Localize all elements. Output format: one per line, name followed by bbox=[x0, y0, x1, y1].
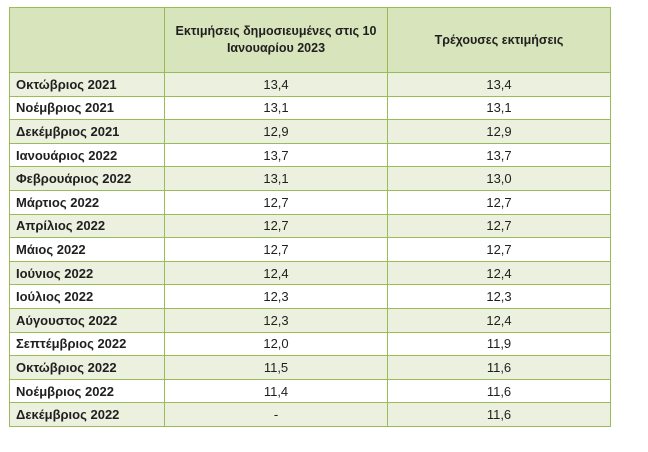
month-cell: Αύγουστος 2022 bbox=[9, 307, 165, 333]
published-estimates-header: Εκτιμήσεις δημοσιευμένες στις 10 Ιανουαρ… bbox=[164, 7, 388, 73]
table-row: Δεκέμβριος 2021 12,9 12,9 bbox=[9, 119, 611, 144]
month-cell: Οκτώβριος 2021 bbox=[9, 72, 165, 97]
current-estimate-cell: 11,6 bbox=[387, 355, 611, 380]
published-estimate-cell: 12,7 bbox=[164, 237, 388, 262]
month-cell: Ιανουάριος 2022 bbox=[9, 142, 165, 168]
month-cell: Απρίλιος 2022 bbox=[9, 213, 165, 239]
published-estimate-cell: - bbox=[164, 402, 388, 427]
published-estimate-cell: 12,4 bbox=[164, 260, 388, 286]
table-row: Οκτώβριος 2022 11,5 11,6 bbox=[9, 355, 611, 380]
published-estimate-cell: 12,7 bbox=[164, 213, 388, 239]
month-cell: Νοέμβριος 2022 bbox=[9, 378, 165, 404]
table-row: Φεβρουάριος 2022 13,1 13,0 bbox=[9, 166, 611, 191]
month-cell: Οκτώβριος 2022 bbox=[9, 355, 165, 380]
current-estimate-cell: 13,7 bbox=[387, 142, 611, 168]
table-row: Ιανουάριος 2022 13,7 13,7 bbox=[9, 142, 611, 168]
published-estimate-cell: 11,5 bbox=[164, 355, 388, 380]
table-row: Απρίλιος 2022 12,7 12,7 bbox=[9, 213, 611, 239]
current-estimate-cell: 13,1 bbox=[387, 95, 611, 121]
published-estimate-cell: 12,3 bbox=[164, 284, 388, 309]
published-estimate-cell: 13,1 bbox=[164, 166, 388, 191]
month-cell: Μάρτιος 2022 bbox=[9, 189, 165, 215]
published-estimate-cell: 12,9 bbox=[164, 119, 388, 144]
current-estimate-cell: 11,6 bbox=[387, 402, 611, 427]
current-estimates-header: Τρέχουσες εκτιμήσεις bbox=[387, 7, 611, 73]
table-body: Οκτώβριος 2021 13,4 13,4 Νοέμβριος 2021 13,1… bbox=[9, 72, 611, 427]
month-cell: Σεπτέμβριος 2022 bbox=[9, 331, 165, 357]
current-estimate-cell: 12,3 bbox=[387, 284, 611, 309]
month-cell: Ιούνιος 2022 bbox=[9, 260, 165, 286]
estimates-table: Εκτιμήσεις δημοσιευμένες στις 10 Ιανουαρ… bbox=[9, 7, 611, 427]
table-row: Αύγουστος 2022 12,3 12,4 bbox=[9, 307, 611, 333]
table-header-row: Εκτιμήσεις δημοσιευμένες στις 10 Ιανουαρ… bbox=[9, 7, 611, 73]
current-estimate-cell: 12,4 bbox=[387, 307, 611, 333]
table-row: Δεκέμβριος 2022-11,6 bbox=[9, 402, 611, 427]
current-estimate-cell: 13,0 bbox=[387, 166, 611, 191]
month-cell: Δεκέμβριος 2021 bbox=[9, 119, 165, 144]
table-row: Νοέμβριος 2021 13,1 13,1 bbox=[9, 95, 611, 121]
current-estimate-cell: 11,6 bbox=[387, 378, 611, 404]
published-estimate-cell: 13,1 bbox=[164, 95, 388, 121]
month-column-header bbox=[9, 7, 165, 73]
table-row: Οκτώβριος 2021 13,4 13,4 bbox=[9, 72, 611, 97]
published-estimate-cell: 13,4 bbox=[164, 72, 388, 97]
table-row: Νοέμβριος 2022 11,4 11,6 bbox=[9, 378, 611, 404]
published-estimate-cell: 12,7 bbox=[164, 189, 388, 215]
month-cell: Μάιος 2022 bbox=[9, 237, 165, 262]
current-estimate-cell: 13,4 bbox=[387, 72, 611, 97]
current-estimate-cell: 12,7 bbox=[387, 237, 611, 262]
current-estimate-cell: 12,7 bbox=[387, 213, 611, 239]
published-estimate-cell: 12,0 bbox=[164, 331, 388, 357]
published-estimate-cell: 11,4 bbox=[164, 378, 388, 404]
current-estimate-cell: 12,4 bbox=[387, 260, 611, 286]
table-row: Μάιος 2022 12,7 12,7 bbox=[9, 237, 611, 262]
month-cell: Φεβρουάριος 2022 bbox=[9, 166, 165, 191]
published-estimate-cell: 13,7 bbox=[164, 142, 388, 168]
month-cell: Ιούλιος 2022 bbox=[9, 284, 165, 309]
table-row: Μάρτιος 2022 12,7 12,7 bbox=[9, 189, 611, 215]
published-estimate-cell: 12,3 bbox=[164, 307, 388, 333]
month-cell: Νοέμβριος 2021 bbox=[9, 95, 165, 121]
month-cell: Δεκέμβριος 2022 bbox=[9, 402, 165, 427]
current-estimate-cell: 12,9 bbox=[387, 119, 611, 144]
current-estimate-cell: 11,9 bbox=[387, 331, 611, 357]
table-row: Ιούλιος 2022 12,3 12,3 bbox=[9, 284, 611, 309]
table-row: Ιούνιος 2022 12,4 12,4 bbox=[9, 260, 611, 286]
table-row: Σεπτέμβριος 2022 12,0 11,9 bbox=[9, 331, 611, 357]
current-estimate-cell: 12,7 bbox=[387, 189, 611, 215]
